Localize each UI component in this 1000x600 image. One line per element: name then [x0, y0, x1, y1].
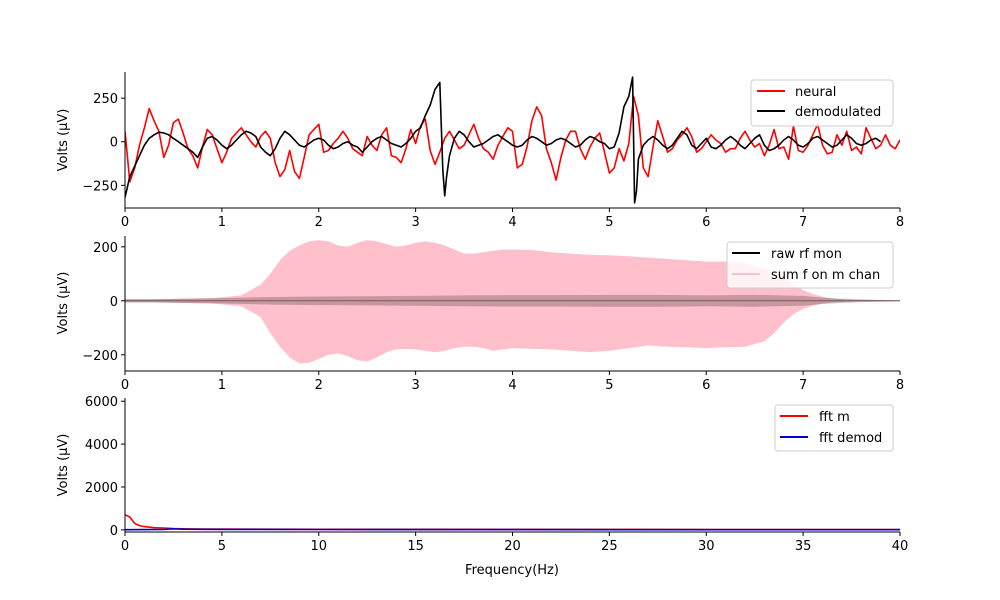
x-tick-label: 0 [121, 539, 129, 554]
x-axis-label-bottom: Frequency(Hz) [465, 563, 559, 578]
x-tick-label: 7 [799, 378, 807, 393]
x-tick-label: 1 [218, 215, 226, 230]
legend-middle: raw rf mon sum f on m chan [726, 241, 894, 289]
x-tick-label: 5 [605, 378, 613, 393]
x-tick-label: 6 [702, 378, 710, 393]
x-tick-label: 1 [218, 378, 226, 393]
y-axis-label-top: Volts (μV) [56, 109, 71, 172]
y-tick-label: −250 [82, 179, 118, 194]
x-tick-label: 4 [508, 378, 516, 393]
x-ticks-top: 0 1 2 3 4 5 6 7 8 [121, 208, 904, 230]
y-ticks-top: −250 0 250 [82, 92, 125, 194]
x-tick-label: 2 [315, 215, 323, 230]
x-tick-label: 2 [315, 378, 323, 393]
x-tick-label: 0 [121, 215, 129, 230]
x-tick-label: 6 [702, 215, 710, 230]
y-tick-label: 4000 [85, 438, 118, 453]
x-tick-label: 15 [407, 539, 424, 554]
x-ticks-bottom: 0 5 10 15 20 25 30 35 40 [121, 532, 908, 554]
y-axis-label-bottom: Volts (μV) [56, 434, 71, 497]
legend-label-demodulated: demodulated [795, 105, 881, 120]
legend-frame-top [750, 79, 894, 127]
x-tick-label: 5 [605, 215, 613, 230]
series-area-sum-f-on-m-chan [125, 240, 900, 364]
legend-bottom: fft m fft demod [774, 404, 894, 452]
plot-area-top [125, 76, 900, 204]
x-tick-label: 35 [795, 539, 812, 554]
legend-top: neural demodulated [750, 79, 894, 127]
series-area-raw-rf-mon [125, 294, 900, 307]
legend-label-fft-m: fft m [819, 410, 850, 425]
x-tick-label: 20 [504, 539, 521, 554]
legend-label-raw-rf-mon: raw rf mon [771, 247, 842, 262]
y-tick-label: 0 [110, 295, 118, 310]
x-tick-label: 30 [698, 539, 715, 554]
x-tick-label: 40 [892, 539, 909, 554]
legend-frame-middle [726, 241, 894, 289]
x-tick-label: 10 [310, 539, 327, 554]
x-tick-label: 7 [799, 215, 807, 230]
x-ticks-middle: 0 1 2 3 4 5 6 7 8 [121, 371, 904, 393]
y-tick-label: 0 [110, 524, 118, 539]
x-tick-label: 4 [508, 215, 516, 230]
series-line-demodulated [125, 76, 882, 204]
y-axis-label-middle: Volts (μV) [56, 272, 71, 335]
y-tick-label: 200 [93, 241, 118, 256]
neural-demodulated-panel: 0 1 2 3 4 5 6 7 8 −250 0 250 Volts (μV) neural dem… [56, 72, 904, 230]
x-tick-label: 0 [121, 378, 129, 393]
x-tick-label: 3 [411, 378, 419, 393]
legend-label-sum-f-on-m-chan: sum f on m chan [771, 268, 880, 283]
plot-area-bottom [125, 514, 900, 531]
y-tick-label: 250 [93, 92, 118, 107]
y-ticks-bottom: 0 2000 4000 6000 [85, 395, 125, 539]
series-line-fft-demod [125, 527, 900, 531]
x-tick-label: 8 [896, 215, 904, 230]
series-line-neural [125, 95, 900, 183]
y-tick-label: 6000 [85, 395, 118, 410]
y-tick-label: 2000 [85, 481, 118, 496]
x-tick-label: 3 [411, 215, 419, 230]
legend-label-fft-demod: fft demod [819, 431, 882, 446]
x-tick-label: 5 [218, 539, 226, 554]
y-tick-label: −200 [82, 349, 118, 364]
legend-label-neural: neural [795, 85, 836, 100]
fft-panel: 0 5 10 15 20 25 30 35 40 0 2000 4000 6000 Volts (μV… [56, 395, 908, 578]
series-line-fft-m [125, 514, 900, 531]
x-tick-label: 8 [896, 378, 904, 393]
y-tick-label: 0 [110, 136, 118, 151]
y-ticks-middle: −200 0 200 [82, 241, 125, 364]
x-tick-label: 25 [601, 539, 618, 554]
plot-area-middle [125, 240, 900, 364]
